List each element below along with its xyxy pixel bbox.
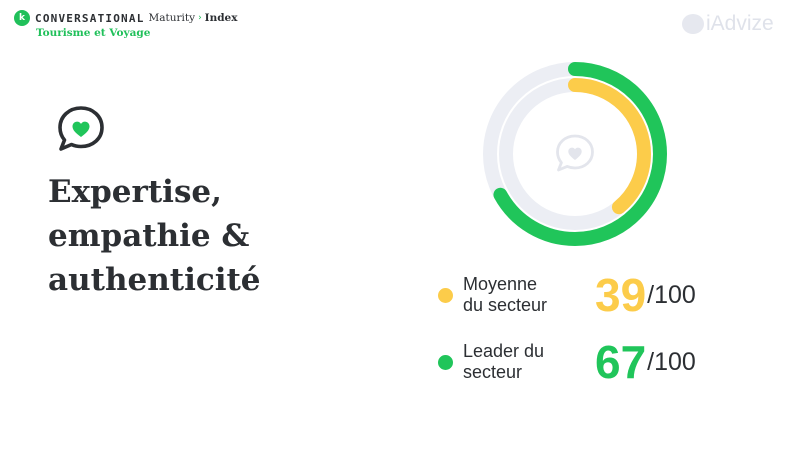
leader-label: Leader du secteur: [463, 341, 595, 383]
leader-max: /100: [647, 347, 696, 376]
iadvize-logo: iAdvize: [682, 12, 774, 36]
category-subtitle: Tourisme et Voyage: [36, 27, 151, 39]
average-max: /100: [647, 280, 696, 309]
average-dot: [438, 287, 453, 303]
average-label-line-2: du secteur: [463, 295, 548, 315]
brand-header: k CONVERSATIONAL Maturity › Index: [14, 10, 238, 26]
leader-dot: [438, 354, 453, 370]
average-label: Moyenne du secteur: [463, 274, 595, 316]
iadvize-bubble-icon: [682, 14, 704, 34]
leader-label-line-1: Leader du: [463, 341, 545, 361]
donut-center-heart-icon: [556, 134, 594, 172]
iadvize-logo-text: iAdvize: [706, 12, 774, 35]
score-donut: [479, 58, 671, 254]
average-score: 39: [595, 269, 647, 321]
brand-conversational: CONVERSATIONAL: [35, 11, 145, 25]
title-line-1: Expertise,: [48, 174, 222, 210]
title-line-3: authenticité: [48, 262, 261, 298]
leader-label-line-2: secteur: [463, 362, 523, 382]
brand-maturity: Maturity: [148, 12, 196, 24]
average-label-line-1: Moyenne: [463, 274, 538, 294]
heart-chat-bubble-icon: [56, 105, 106, 157]
average-score-arc: [499, 78, 651, 230]
brand-separator: ›: [198, 13, 202, 23]
page-title: Expertise, empathie & authenticité: [48, 170, 261, 302]
legend-leader: Leader du secteur 67 /100: [438, 339, 696, 385]
brand-badge-icon: k: [14, 10, 30, 26]
leader-score: 67: [595, 336, 647, 388]
title-line-2: empathie &: [48, 218, 250, 254]
leader-score-arc: [483, 62, 667, 246]
brand-index: Index: [204, 12, 238, 24]
legend-average: Moyenne du secteur 39 /100: [438, 272, 696, 318]
